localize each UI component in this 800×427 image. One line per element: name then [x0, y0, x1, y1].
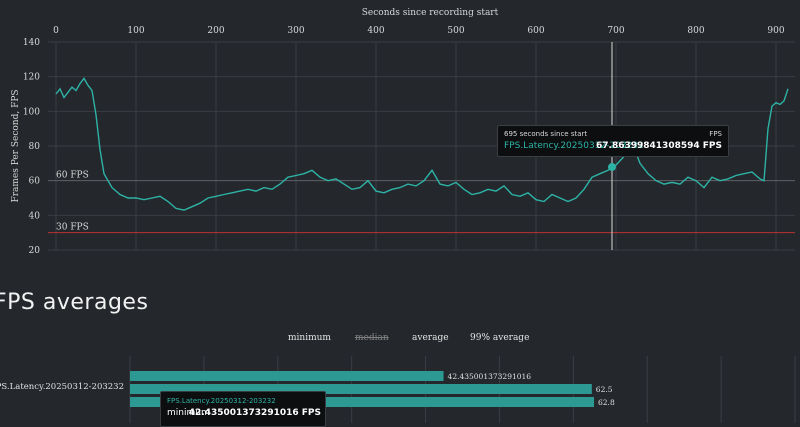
bar-value-label: 42.435001373291016: [448, 372, 532, 381]
y-tick-label: 40: [29, 211, 41, 221]
reference-line-label: 30 FPS: [56, 223, 89, 233]
y-tick-label: 120: [23, 73, 40, 83]
y-tick-label: 80: [29, 142, 41, 152]
y-tick-label: 140: [23, 38, 40, 48]
fps-chart-y-axis: 20 40 60 80 100 120 140: [23, 38, 40, 256]
tooltip-unit: FPS: [709, 130, 722, 138]
bar-99-average[interactable]: [130, 397, 595, 407]
fps-line-chart[interactable]: 0 100 200 300 400 500 600 700 800 900 20 40 60 80 100…: [0, 0, 800, 270]
x-tick-label: 700: [607, 26, 624, 36]
tooltip-time: 695 seconds since start: [504, 130, 588, 138]
legend-item-average[interactable]: average: [412, 333, 449, 343]
y-tick-label: 20: [29, 246, 41, 256]
x-tick-label: 300: [287, 26, 304, 36]
hover-data-point: [608, 163, 616, 172]
x-tick-label: 600: [527, 26, 544, 36]
tooltip-metric-value: 42.435001373291016 FPS: [188, 408, 321, 418]
fps-chart-x-axis-title: Seconds since recording start: [362, 8, 499, 18]
fps-hover-tooltip: 695 seconds since start FPS FPS.Latency.…: [497, 125, 729, 157]
tooltip-series-name: FPS.Latency.20250312-203232: [167, 397, 276, 405]
x-tick-label: 200: [207, 26, 224, 36]
bar-minimum[interactable]: [130, 371, 444, 381]
x-tick-label: 900: [767, 26, 784, 36]
bar-value-label: 62.5: [596, 385, 613, 394]
x-tick-label: 400: [367, 26, 384, 36]
x-tick-label: 500: [447, 26, 464, 36]
fps-reference-lines: 60 FPS 30 FPS: [48, 171, 795, 234]
fps-chart-x-axis: 0 100 200 300 400 500 600 700 800 900: [53, 26, 785, 36]
fps-chart-y-axis-title: Frames Per Second, FPS: [11, 89, 21, 202]
tooltip-metric-label: minimum: [167, 408, 210, 418]
averages-legend: minimum median average 99% average: [0, 333, 800, 347]
fps-series-line[interactable]: [55, 77, 789, 211]
reference-line-label: 60 FPS: [56, 171, 89, 181]
averages-hover-tooltip: FPS.Latency.20250312-203232 minimum 42.4…: [160, 391, 326, 427]
x-tick-label: 800: [687, 26, 704, 36]
tooltip-value: 67.86399841308594 FPS: [596, 141, 722, 151]
bar-value-label: 62.8: [598, 398, 615, 407]
legend-item-median[interactable]: median: [355, 333, 389, 343]
legend-item-99-average[interactable]: 99% average: [470, 333, 530, 343]
tooltip-series-name: FPS.Latency.20250312-203232: [504, 141, 644, 151]
fps-averages-bar-chart[interactable]: FPS.Latency.20250312-203232 42.435001373…: [0, 356, 800, 423]
y-tick-label: 60: [29, 177, 41, 187]
x-tick-label: 100: [127, 26, 144, 36]
y-tick-label: 100: [23, 107, 40, 117]
averages-bars[interactable]: 42.435001373291016 62.5 62.8: [130, 371, 615, 407]
fps-averages-title: FPS averages: [0, 290, 149, 315]
x-tick-label: 0: [53, 26, 59, 36]
averages-category-label: FPS.Latency.20250312-203232: [0, 382, 124, 392]
legend-item-minimum[interactable]: minimum: [288, 333, 331, 343]
bar-average[interactable]: [130, 384, 592, 394]
